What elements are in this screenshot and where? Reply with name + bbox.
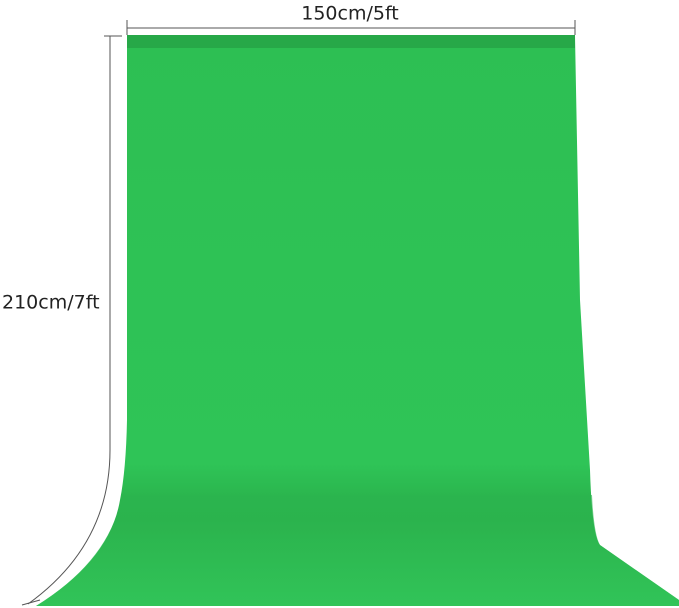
height-label-bg	[0, 290, 106, 316]
height-line	[27, 36, 111, 605]
backdrop-sheet	[36, 36, 679, 606]
backdrop-floor	[36, 495, 679, 606]
top-rod	[127, 35, 575, 48]
width-label: 150cm/5ft	[301, 3, 399, 25]
height-tick	[21, 599, 41, 606]
height-label: 210cm/7ft	[2, 292, 100, 314]
